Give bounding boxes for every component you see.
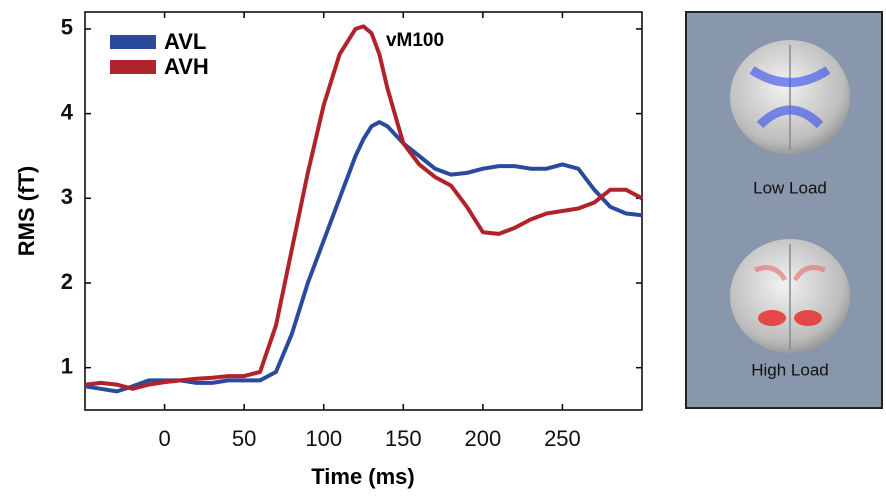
y-tick-label: 2 — [61, 269, 73, 294]
x-tick-label: 200 — [464, 426, 501, 451]
brain-low — [730, 40, 850, 154]
plot-frame — [84, 11, 643, 411]
y-tick-label: 1 — [61, 353, 73, 378]
legend-swatch — [110, 60, 156, 74]
x-tick-label: 150 — [385, 426, 422, 451]
y-tick-label: 4 — [61, 99, 74, 124]
panel-label: High Load — [751, 360, 829, 379]
brain-high — [730, 239, 850, 353]
series-line — [84, 24, 643, 391]
legend-label: AVL — [164, 29, 206, 54]
x-axis-label: Time (ms) — [311, 464, 415, 489]
annotation: vM100 — [386, 30, 444, 51]
legend-label: AVH — [164, 54, 209, 79]
y-axis-label: RMS (fT) — [14, 166, 39, 256]
y-tick-label: 5 — [61, 15, 73, 40]
y-tick-label: 3 — [61, 184, 73, 209]
x-tick-label: 250 — [544, 426, 581, 451]
series-line — [84, 120, 643, 394]
x-tick-label: 100 — [305, 426, 342, 451]
side-panel: Low Load High Load — [685, 11, 883, 409]
x-tick-label: 50 — [232, 426, 256, 451]
legend-swatch — [110, 35, 156, 49]
panel-label: Low Load — [753, 178, 827, 197]
x-tick-label: 0 — [158, 426, 170, 451]
